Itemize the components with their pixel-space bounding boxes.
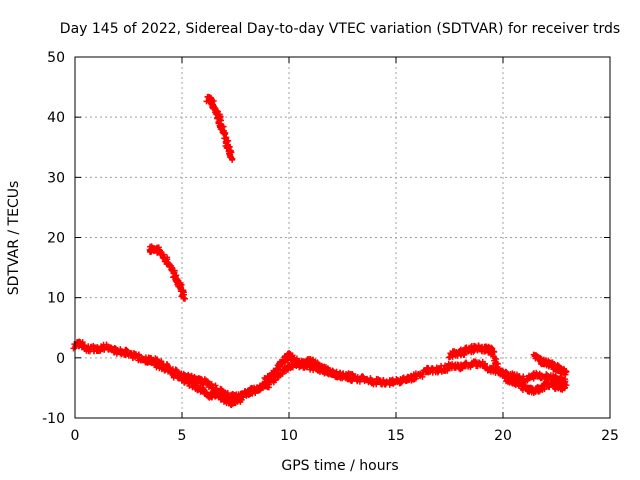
data-point — [494, 364, 501, 371]
data-point — [348, 373, 355, 380]
data-point — [209, 384, 216, 391]
y-tick-label: 10 — [47, 291, 65, 307]
data-point — [132, 351, 139, 358]
data-point — [562, 371, 569, 378]
y-tick-label: 40 — [47, 110, 65, 126]
data-point — [182, 295, 189, 302]
y-tick-label: 20 — [47, 231, 65, 247]
data-point — [459, 364, 466, 371]
data-point — [193, 382, 200, 389]
data-point — [463, 360, 470, 367]
x-tick-label: 0 — [71, 428, 80, 444]
data-point — [163, 259, 170, 266]
data-point — [491, 357, 498, 364]
y-tick-label: 30 — [47, 170, 65, 186]
x-tick-label: 20 — [494, 428, 512, 444]
data-point — [266, 374, 273, 381]
data-point — [397, 379, 404, 386]
data-point — [228, 154, 235, 161]
x-axis-ticks: 0 5 10 15 20 25 — [71, 57, 619, 444]
data-point — [562, 384, 569, 391]
data-point — [563, 368, 570, 375]
data-point — [314, 360, 321, 367]
x-tick-label: 10 — [280, 428, 298, 444]
data-points — [70, 93, 570, 409]
data-point — [259, 382, 266, 389]
y-tick-label: 50 — [47, 50, 65, 66]
y-axis-label: SDTVAR / TECUs — [6, 181, 22, 296]
data-point — [520, 373, 527, 380]
data-point — [280, 358, 287, 365]
y-axis-ticks: -10 0 10 20 30 40 50 — [42, 50, 610, 427]
x-tick-label: 25 — [601, 428, 619, 444]
data-point — [275, 374, 282, 381]
x-tick-label: 15 — [387, 428, 405, 444]
data-point — [229, 155, 236, 162]
data-point — [440, 366, 447, 373]
y-tick-label: 0 — [56, 351, 65, 367]
data-point — [234, 394, 241, 401]
data-point — [502, 371, 509, 378]
x-tick-label: 5 — [178, 428, 187, 444]
y-tick-label: -10 — [42, 411, 65, 427]
data-point — [527, 373, 534, 380]
x-axis-label: GPS time / hours — [281, 458, 398, 474]
data-point — [359, 373, 366, 380]
chart-title: Day 145 of 2022, Sidereal Day-to-day VTE… — [60, 21, 620, 37]
grid-lines — [75, 57, 610, 418]
data-point — [158, 359, 165, 366]
data-point — [412, 375, 419, 382]
data-point — [340, 370, 347, 377]
